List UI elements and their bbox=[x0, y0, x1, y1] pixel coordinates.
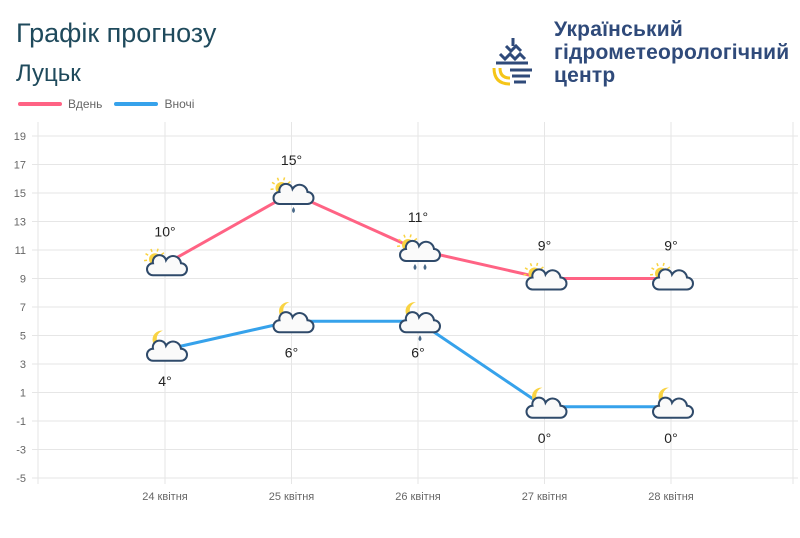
data-label: 11° bbox=[408, 209, 428, 225]
y-tick-label: 3 bbox=[20, 359, 26, 371]
y-tick-label: 13 bbox=[14, 217, 26, 229]
sun-ray bbox=[161, 252, 165, 256]
legend-label-day[interactable]: Вдень bbox=[68, 97, 103, 111]
y-tick-label: 5 bbox=[20, 331, 26, 343]
data-label: 0° bbox=[538, 430, 551, 446]
cloud-icon bbox=[525, 268, 568, 291]
y-tick-label: 9 bbox=[20, 274, 26, 286]
x-tick-label: 27 квітня bbox=[522, 491, 568, 503]
cloud-icon bbox=[652, 268, 694, 291]
x-tick-label: 24 квітня bbox=[142, 491, 188, 503]
data-point: 11° bbox=[396, 209, 441, 270]
data-point: 9° bbox=[523, 238, 568, 291]
sun-ray bbox=[271, 181, 275, 185]
data-label: 10° bbox=[154, 223, 175, 239]
org-line: гідрометеорологічний bbox=[554, 41, 790, 64]
data-point: 15° bbox=[270, 152, 315, 213]
cloud-icon bbox=[652, 396, 694, 419]
sun-ray bbox=[414, 237, 418, 241]
sun-ray bbox=[150, 248, 153, 253]
cloud-icon bbox=[272, 311, 315, 334]
cloud-icon bbox=[146, 339, 188, 362]
y-tick-label: -3 bbox=[16, 445, 26, 457]
data-point: 6° bbox=[399, 302, 441, 360]
page-title: Графік прогнозу bbox=[16, 18, 217, 48]
sun-ray bbox=[276, 177, 280, 181]
y-tick-label: -1 bbox=[16, 416, 26, 428]
sun-ray bbox=[156, 248, 159, 252]
raindrop-icon bbox=[418, 335, 422, 342]
data-label: 9° bbox=[664, 238, 677, 254]
legend-label-night[interactable]: Вночі bbox=[164, 97, 195, 111]
y-tick-label: 11 bbox=[15, 245, 26, 257]
sun-ray bbox=[409, 234, 412, 238]
sun-ray bbox=[656, 262, 659, 267]
y-tick-label: 17 bbox=[14, 160, 26, 172]
org-line: центр bbox=[554, 64, 616, 87]
x-tick-label: 28 квітня bbox=[648, 491, 694, 503]
city-name: Луцьк bbox=[16, 60, 81, 87]
sun-ray bbox=[540, 266, 544, 270]
x-tick-label: 26 квітня bbox=[395, 491, 441, 503]
y-tick-label: 1 bbox=[20, 388, 26, 400]
data-label: 6° bbox=[411, 344, 424, 360]
sun-ray bbox=[287, 180, 291, 184]
data-label: 15° bbox=[281, 152, 302, 168]
y-tick-label: 7 bbox=[20, 302, 26, 314]
y-tick-label: 15 bbox=[14, 188, 26, 200]
data-point: 4° bbox=[146, 330, 188, 389]
sun-ray bbox=[667, 266, 671, 270]
data-point: 10° bbox=[143, 223, 188, 277]
logo-icon bbox=[492, 38, 532, 86]
legend-swatch-night[interactable] bbox=[114, 102, 159, 106]
data-label: 4° bbox=[158, 373, 171, 389]
sun-ray bbox=[662, 262, 665, 267]
sun-ray bbox=[403, 234, 406, 238]
legend: Вдень Вночі bbox=[18, 97, 194, 111]
sun-ray bbox=[651, 267, 655, 271]
data-point: 0° bbox=[652, 387, 694, 446]
org-name: Український гідрометеорологічний центр bbox=[554, 18, 789, 87]
data-point: 9° bbox=[649, 238, 694, 291]
y-tick-label: 19 bbox=[14, 131, 26, 143]
sun-ray bbox=[145, 253, 149, 256]
cloud-icon bbox=[146, 254, 188, 277]
data-label: 9° bbox=[538, 238, 551, 254]
sun-ray bbox=[283, 177, 286, 181]
raindrop-icon bbox=[423, 264, 427, 270]
sun-ray bbox=[536, 262, 539, 267]
sun-ray bbox=[524, 267, 528, 271]
data-label: 0° bbox=[664, 430, 677, 446]
data-label: 6° bbox=[285, 344, 298, 360]
legend-swatch-day[interactable] bbox=[18, 102, 62, 106]
sun-ray bbox=[398, 238, 402, 242]
raindrop-icon bbox=[292, 207, 295, 213]
raindrop-icon bbox=[413, 264, 417, 270]
data-point: 0° bbox=[525, 387, 568, 446]
org-line: Український bbox=[554, 18, 683, 41]
cloud-icon bbox=[525, 396, 568, 419]
cloud-icon bbox=[272, 182, 315, 205]
x-tick-label: 25 квітня bbox=[269, 491, 315, 503]
y-tick-label: -5 bbox=[16, 473, 26, 485]
cloud-icon bbox=[399, 239, 441, 262]
cloud-icon bbox=[399, 311, 441, 334]
data-point: 6° bbox=[272, 302, 315, 360]
sun-ray bbox=[529, 262, 533, 267]
